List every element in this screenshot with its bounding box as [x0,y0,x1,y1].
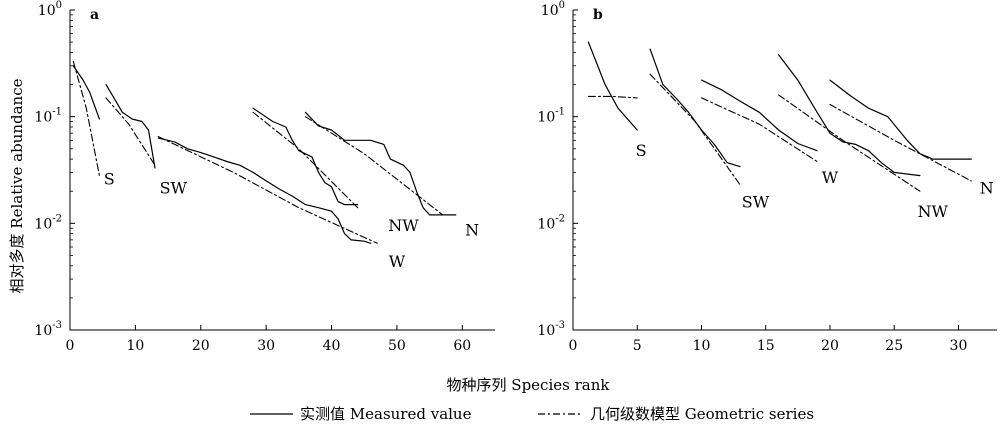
group-label-s: S [636,141,647,160]
group-label-s: S [104,170,115,189]
x-tick-label: 20 [192,338,210,354]
x-tick-label: 10 [693,338,711,354]
y-tick-label: 10-2 [537,213,565,232]
geometric-line-w [700,97,818,163]
measured-line-n [304,111,457,216]
axis-spines [69,10,495,331]
measured-line-s [587,41,638,131]
panel-b-chart: 0 5 10 15 20 25 30 100 10-1 10-2 10-3 b S SW W NW N [537,0,997,354]
legend-measured-label: 实测值 Measured value [300,405,472,423]
geometric-line-n [829,103,972,182]
x-tick-label: 10 [126,338,144,354]
x-tick-label: 40 [323,338,341,354]
x-tick-label: 0 [66,338,75,354]
group-label-nw: NW [918,202,949,221]
x-tick-label: 60 [453,338,471,354]
y-tick-label: 10-1 [537,107,565,126]
y-tick-label: 10-2 [34,213,62,232]
x-tick-label: 25 [885,338,903,354]
geometric-line-nw [778,94,921,192]
x-tick-label: 30 [257,338,275,354]
y-tick-label: 10-3 [537,320,565,339]
group-label-n: N [980,179,994,198]
y-tick-label: 10-3 [34,320,62,339]
x-tick-label: 30 [950,338,968,354]
y-tick-label: 100 [541,0,565,19]
y-tick-label: 100 [38,0,62,19]
panel-letter: a [90,7,99,23]
measured-line-nw [252,107,359,206]
x-tick-label: 50 [388,338,406,354]
x-tick-label: 5 [633,338,642,354]
y-axis-label: 相对多度 Relative abundance [8,78,26,293]
measured-line-n [829,79,972,160]
geometric-line-s [72,60,100,177]
axis-spines [572,10,997,331]
x-tick-label: 20 [821,338,839,354]
legend-geometric-label: 几何级数模型 Geometric series [590,405,814,423]
geometric-line-sw [105,97,156,166]
measured-line-w [157,137,372,244]
geometric-line-n [304,116,444,216]
group-label-w: W [389,252,406,271]
panel-letter: b [593,7,603,23]
x-tick-label: 0 [569,338,578,354]
measured-line-sw [649,48,741,168]
group-label-sw: SW [742,193,770,212]
group-label-n: N [465,220,479,239]
x-tick-label: 15 [757,338,775,354]
legend: 实测值 Measured value 几何级数模型 Geometric seri… [250,405,814,423]
group-label-w: W [822,168,839,187]
geometric-line-nw [252,111,359,209]
measured-line-nw [778,54,921,177]
y-tick-label: 10-1 [34,107,62,126]
geometric-line-w [157,136,378,244]
geometric-line-s [587,95,638,99]
group-label-nw: NW [388,216,419,235]
measured-line-sw [105,84,156,169]
geometric-line-sw [649,73,741,186]
group-label-sw: SW [160,179,188,198]
x-axis-label: 物种序列 Species rank [447,376,611,394]
measured-line-w [700,79,818,152]
measured-line-s [72,65,100,120]
